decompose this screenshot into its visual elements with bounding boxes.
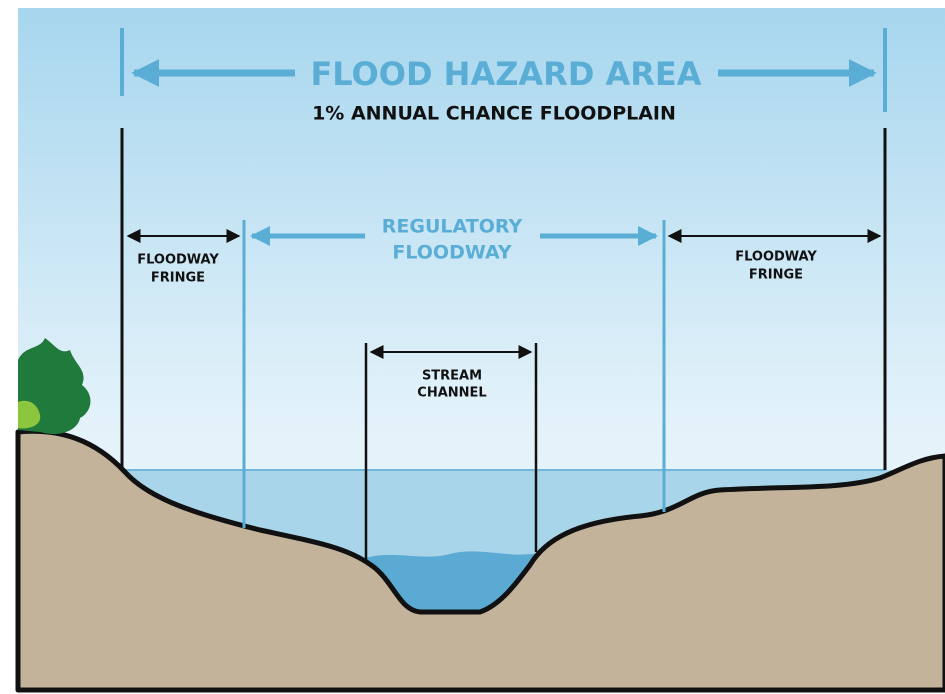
- subtitle: 1% ANNUAL CHANCE FLOODPLAIN: [312, 103, 676, 125]
- label: CHANNEL: [417, 386, 486, 401]
- label: REGULATORY: [382, 216, 523, 238]
- label: FLOODWAY: [137, 253, 219, 268]
- label: FRINGE: [151, 271, 205, 286]
- label: FLOODWAY: [735, 250, 817, 265]
- diagram: FLOOD HAZARD AREA 1% ANNUAL CHANCE FLOOD…: [0, 0, 945, 694]
- title: FLOOD HAZARD AREA: [310, 55, 701, 93]
- label: FRINGE: [749, 268, 803, 283]
- label: STREAM: [422, 369, 482, 384]
- label: FLOODWAY: [392, 242, 511, 264]
